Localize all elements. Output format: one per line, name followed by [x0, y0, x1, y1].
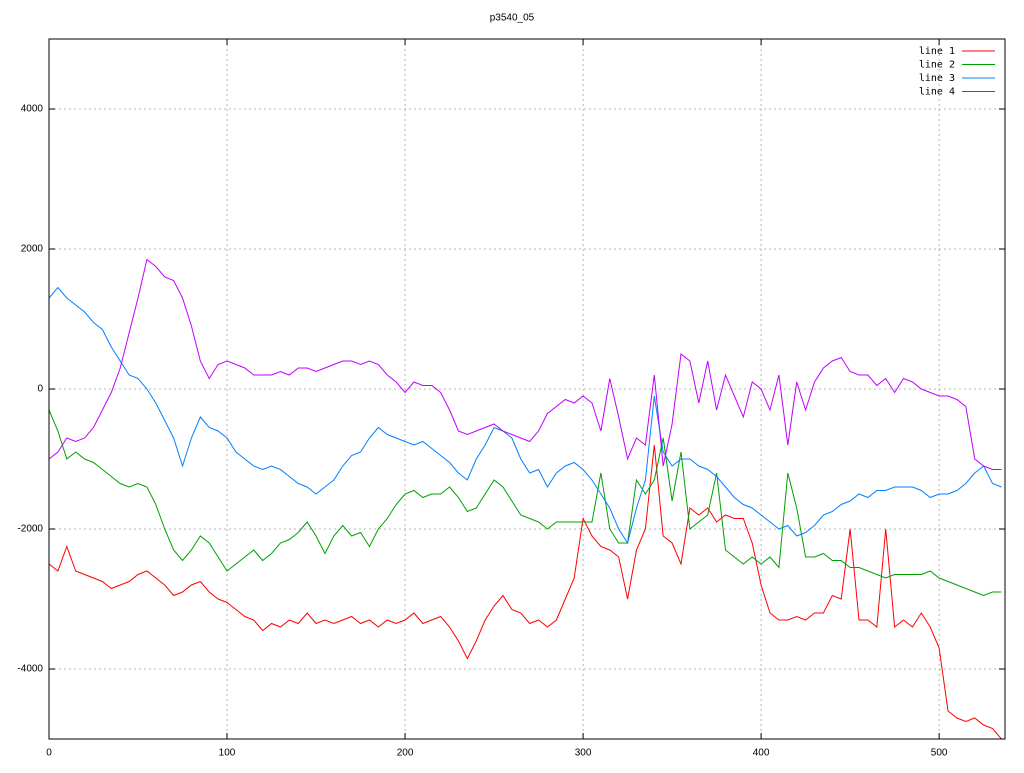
y-tick-label: 0: [37, 384, 43, 395]
legend-label: line 3: [919, 73, 955, 84]
y-tick-label: -2000: [17, 524, 43, 535]
y-tick-label: -4000: [17, 664, 43, 675]
legend-label: line 2: [919, 60, 955, 71]
line-series: [49, 409, 1002, 597]
x-tick-label: 100: [219, 748, 236, 759]
plot-border: [48, 38, 1006, 740]
y-tick-label: 2000: [21, 244, 44, 255]
y-tick-label: 4000: [21, 104, 44, 115]
legend-label: line 1: [919, 46, 955, 57]
x-tick-label: 400: [753, 748, 770, 759]
legend-label: line 4: [919, 87, 955, 98]
chart-title: p3540_05: [490, 13, 535, 24]
x-tick-label: 200: [397, 748, 414, 759]
x-tick-label: 500: [931, 748, 948, 759]
line-series: [49, 258, 1002, 470]
x-tick-label: 0: [46, 748, 52, 759]
line-series: [49, 286, 1002, 545]
line-series: [49, 444, 1002, 739]
x-tick-label: 300: [575, 748, 592, 759]
